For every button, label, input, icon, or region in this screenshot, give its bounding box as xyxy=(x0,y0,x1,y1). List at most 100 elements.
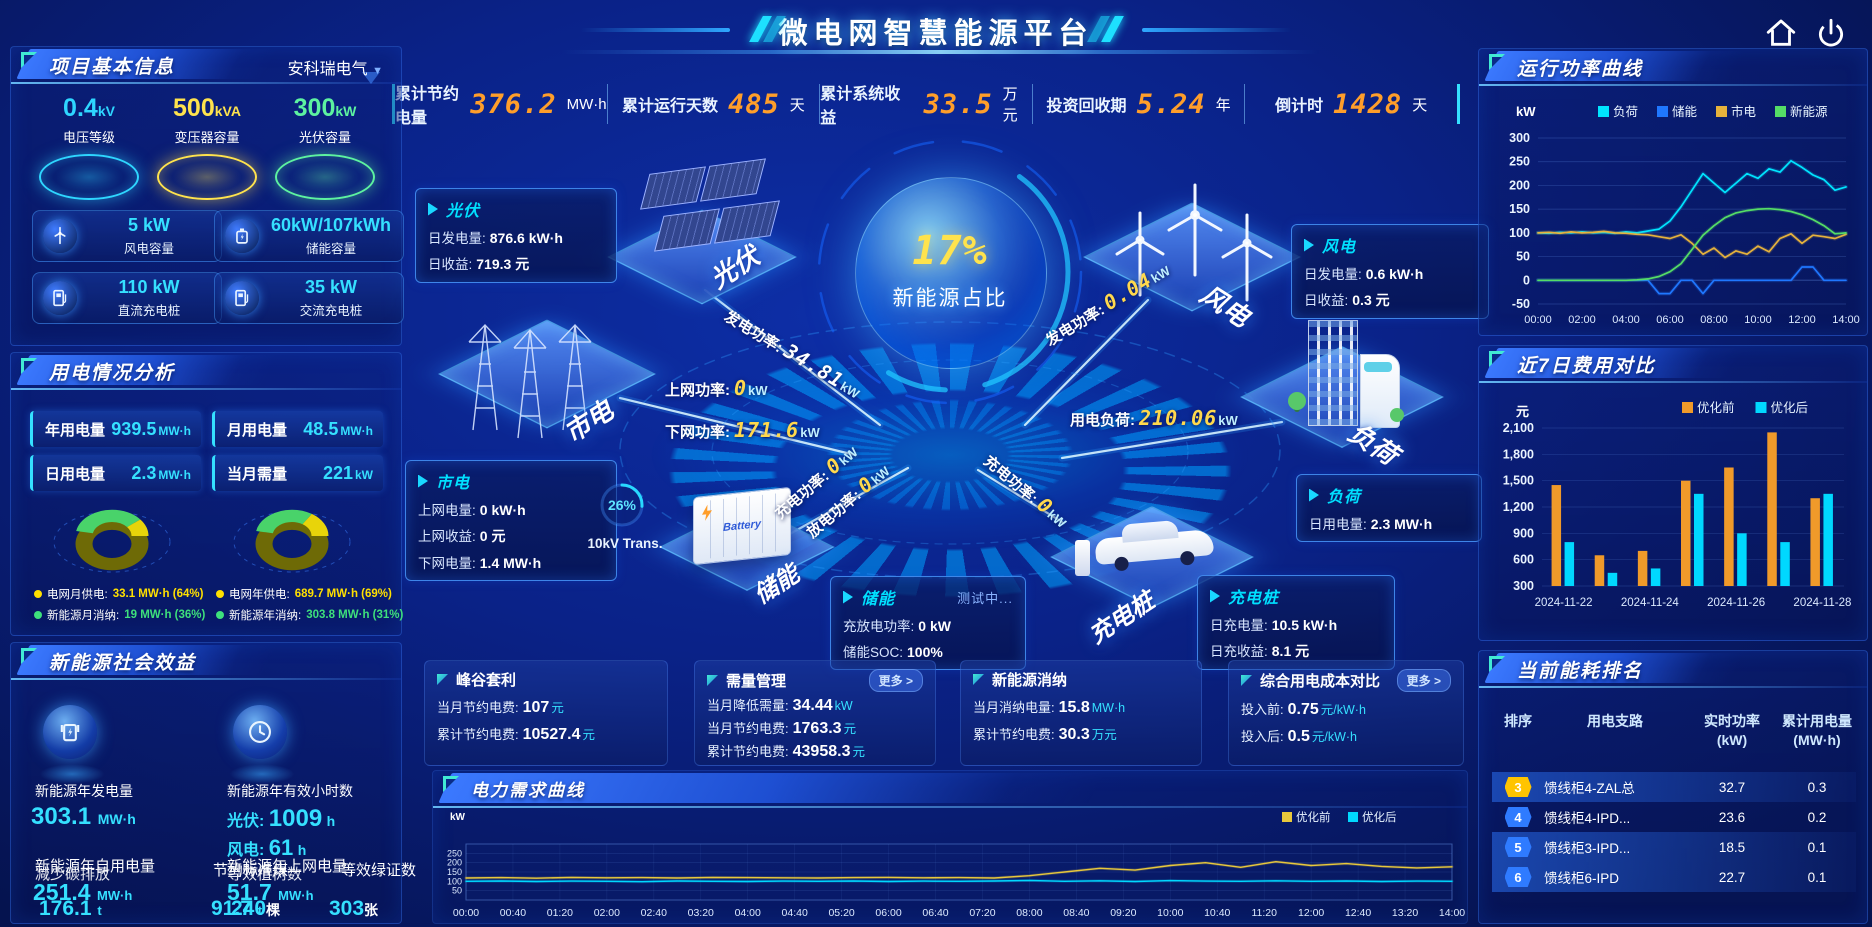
usage-label: 日用电量 xyxy=(45,465,106,483)
title-glow xyxy=(560,50,1320,54)
table-row[interactable]: 4 馈线柜4-IPD... 23.6 0.2 xyxy=(1492,802,1856,832)
generation-icon xyxy=(43,705,97,759)
table-row[interactable]: 6 馈线柜6-IPD 22.7 0.1 xyxy=(1492,862,1856,892)
table-row[interactable]: 3 馈线柜4-ZAL总 32.7 0.3 xyxy=(1492,772,1856,802)
more-button[interactable]: 更多 > xyxy=(868,669,923,692)
svg-text:10:00: 10:00 xyxy=(1744,314,1772,326)
usage-stat: 月用电量 48.5 MW·h xyxy=(212,411,383,447)
wind-turbines-icon xyxy=(1115,183,1273,302)
info-box-title: 风电 xyxy=(1304,233,1476,257)
info-box-line: 日充电量: 10.5 kW·h xyxy=(1210,617,1338,633)
svg-text:200: 200 xyxy=(1509,178,1530,192)
flow-name: 用电负荷: xyxy=(1070,412,1135,429)
arrow-right-icon xyxy=(418,474,428,488)
project-pedestal: 300kW 光伏容量 xyxy=(266,94,384,200)
svg-text:04:40: 04:40 xyxy=(782,907,808,919)
energy-cell: 0.1 xyxy=(1807,839,1827,855)
info-box-line: 上网电量: 0 kW·h xyxy=(418,502,526,518)
power-cell: 18.5 xyxy=(1718,839,1746,855)
benefit-cert-value: 303张 xyxy=(329,897,379,920)
kpi-label: 累计运行天数 xyxy=(621,98,718,115)
panel-corner-icon xyxy=(443,776,461,794)
card-value: 35 kW xyxy=(304,277,358,297)
svg-text:01:20: 01:20 xyxy=(547,907,573,919)
pedestal-label: 变压器容量 xyxy=(174,130,240,145)
kpi-item: 累计系统收益 33.5 万元 xyxy=(820,84,1033,127)
company-select[interactable]: 安科瑞电气 ▼ xyxy=(287,61,383,78)
arrow-right-icon xyxy=(428,202,438,216)
rank-badge: 4 xyxy=(1504,807,1532,827)
benefit-wind-hours: 风电: 61 h xyxy=(227,835,307,860)
info-box-title: 市电 xyxy=(418,469,604,493)
svg-text:2024-11-28: 2024-11-28 xyxy=(1793,597,1851,609)
panel-title: 电力需求曲线 xyxy=(471,781,585,800)
dc-charger-icon xyxy=(43,281,77,315)
panel-corner-icon xyxy=(21,358,39,376)
ranking-header: 排序 用电支路 实时功率 (kW) 累计用电量 (MW·h) xyxy=(1492,712,1856,750)
info-box-name: 充电桩 xyxy=(1228,590,1280,607)
info-box-line: 日收益: 0.3 元 xyxy=(1304,292,1390,308)
svg-text:13:20: 13:20 xyxy=(1392,907,1418,919)
kpi-unit: 天 xyxy=(1412,96,1428,114)
pv-info-box: 光伏 日发电量: 876.6 kW·h 日收益: 719.3 元 xyxy=(415,188,617,283)
more-button[interactable]: 更多 > xyxy=(1396,669,1451,692)
pedestal-glow xyxy=(157,154,257,200)
donut-legend-item[interactable]: 电网年供电: 689.7 MW·h (69%) xyxy=(216,586,392,602)
flow-unit: kW xyxy=(748,383,768,398)
donut-legend-item[interactable]: 新能源年消纳: 303.8 MW·h (31%) xyxy=(216,607,403,623)
pedestal-value: 500kVA xyxy=(173,94,241,122)
power-cell: 23.6 xyxy=(1718,809,1746,825)
info-box-line: 日收益: 719.3 元 xyxy=(428,256,530,272)
pedestal-value: 300kW xyxy=(293,94,357,122)
saving-card-title: 综合用电成本对比 更多 > xyxy=(1241,669,1451,692)
card-text: 35 kW 交流充电桩 xyxy=(269,277,393,319)
kpi-value: 485 xyxy=(728,88,780,120)
svg-text:600: 600 xyxy=(1513,553,1534,567)
usage-value: 48.5 MW·h xyxy=(303,418,373,439)
panel-power-curve: 运行功率曲线 xyxy=(1478,48,1868,336)
svg-text:02:40: 02:40 xyxy=(641,907,667,919)
rank-cell: 4 xyxy=(1492,807,1544,827)
branch-cell: 馈线柜4-IPD... xyxy=(1544,811,1631,826)
kpi-value: 376.2 xyxy=(470,88,557,120)
benefit-self-value: 251.4 MW·h xyxy=(33,879,133,905)
rank-badge: 3 xyxy=(1504,777,1532,797)
ranking-header-cell: 排序 xyxy=(1504,713,1532,729)
svg-text:新能源: 新能源 xyxy=(1790,104,1828,119)
panel-title: 运行功率曲线 xyxy=(1517,59,1644,80)
svg-text:0: 0 xyxy=(1523,273,1530,287)
svg-text:-50: -50 xyxy=(1512,297,1530,311)
clock-icon xyxy=(233,705,287,759)
monthly-energy-donut xyxy=(53,509,171,573)
benefit-coal-value: 91.7 t xyxy=(211,897,263,920)
svg-text:200: 200 xyxy=(447,858,462,868)
table-row[interactable]: 5 馈线柜3-IPD... 18.5 0.1 xyxy=(1492,832,1856,862)
legend-dot xyxy=(216,590,224,598)
benefit-tree-value: 240棵 xyxy=(231,897,281,920)
transformer-label: 10kV Trans. xyxy=(587,536,663,551)
kpi-value: 1428 xyxy=(1333,88,1403,120)
card-label: 储能容量 xyxy=(305,242,356,256)
saving-card-line: 当月节约电费: 1763.3 元 xyxy=(707,720,857,737)
branch-cell: 馈线柜4-ZAL总 xyxy=(1544,781,1635,796)
svg-text:1,500: 1,500 xyxy=(1503,474,1534,488)
benefit-carbon-label: 减少碳排放 xyxy=(35,866,111,883)
kpi-value: 33.5 xyxy=(923,88,993,120)
power-icon[interactable] xyxy=(1814,16,1848,50)
info-box-name: 储能 xyxy=(861,591,896,608)
project-card: 60kW/107kWh 储能容量 xyxy=(214,210,404,262)
card-label: 直流充电桩 xyxy=(117,304,181,318)
svg-text:1,200: 1,200 xyxy=(1503,500,1534,514)
donut-legend-item[interactable]: 电网月供电: 33.1 MW·h (64%) xyxy=(34,586,203,602)
donut-legend-item[interactable]: 新能源月消纳: 19 MW·h (36%) xyxy=(34,607,205,623)
benefit-tree-label: 等效植树数 xyxy=(227,866,303,883)
home-icon[interactable] xyxy=(1764,16,1798,50)
grid-info-box: 市电 上网电量: 0 kW·h 上网收益: 0 元下网电量: 1.4 MW·h xyxy=(405,460,617,581)
card-text: 5 kW 风电容量 xyxy=(87,215,211,257)
svg-text:09:20: 09:20 xyxy=(1110,907,1136,919)
kpi-label: 投资回收期 xyxy=(1046,98,1127,115)
card-label: 风电容量 xyxy=(123,242,174,256)
title-streak-right xyxy=(1142,28,1292,32)
